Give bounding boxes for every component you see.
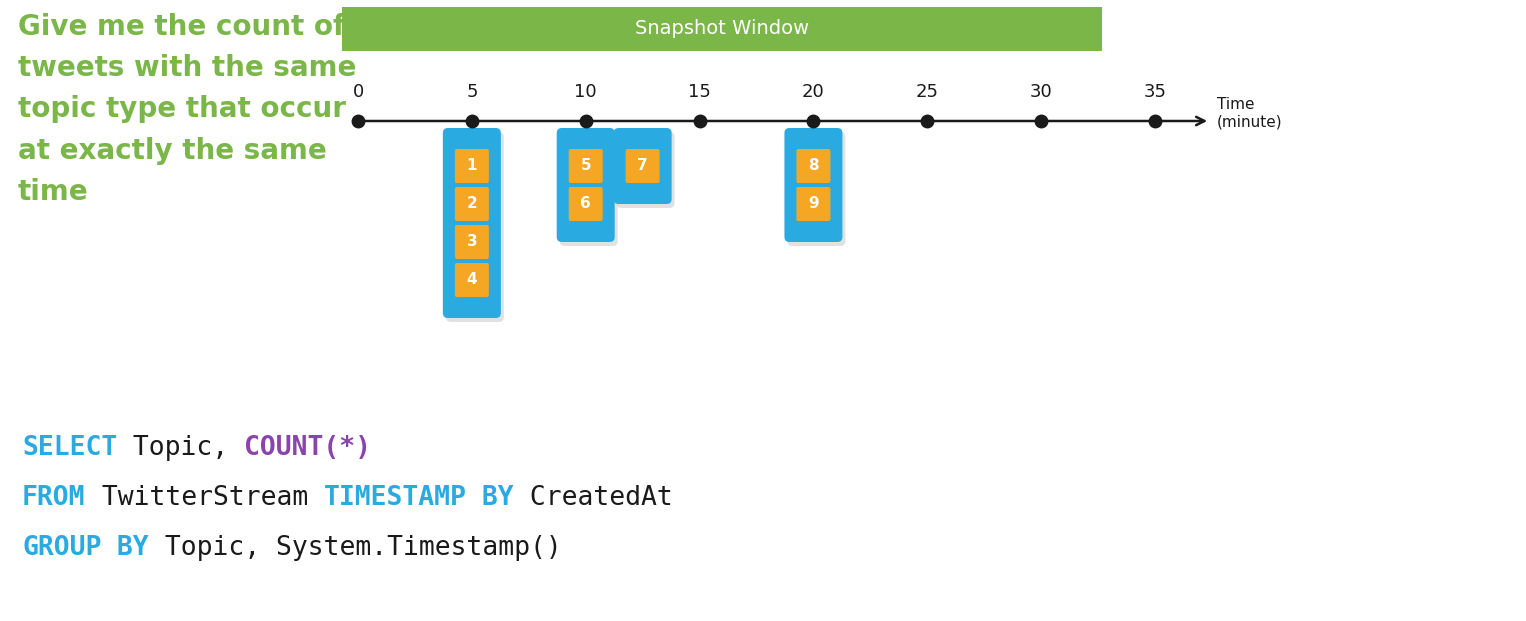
Text: 7: 7	[638, 158, 649, 173]
FancyBboxPatch shape	[613, 128, 671, 204]
Text: 0: 0	[353, 83, 363, 101]
FancyBboxPatch shape	[787, 132, 845, 246]
Text: TwitterStream: TwitterStream	[85, 485, 324, 511]
Text: 15: 15	[688, 83, 711, 101]
Text: GROUP: GROUP	[21, 535, 101, 561]
Text: Topic,: Topic,	[118, 435, 244, 461]
FancyBboxPatch shape	[797, 187, 830, 221]
Text: Topic, System.Timestamp(): Topic, System.Timestamp()	[150, 535, 562, 561]
FancyBboxPatch shape	[569, 187, 603, 221]
FancyBboxPatch shape	[446, 132, 504, 322]
Text: 5: 5	[580, 158, 591, 173]
FancyBboxPatch shape	[443, 128, 501, 318]
FancyBboxPatch shape	[342, 7, 1102, 51]
FancyBboxPatch shape	[560, 132, 618, 246]
FancyBboxPatch shape	[569, 149, 603, 183]
Text: 5: 5	[465, 83, 478, 101]
Text: 1: 1	[467, 158, 478, 173]
Text: Give me the count of
tweets with the same
topic type that occur
at exactly the s: Give me the count of tweets with the sam…	[18, 13, 357, 206]
Text: BY: BY	[101, 535, 150, 561]
Text: FROM: FROM	[21, 485, 85, 511]
Text: 25: 25	[916, 83, 938, 101]
FancyBboxPatch shape	[617, 132, 674, 208]
FancyBboxPatch shape	[455, 225, 488, 259]
FancyBboxPatch shape	[784, 128, 842, 242]
Text: CreatedAt: CreatedAt	[514, 485, 673, 511]
Text: BY: BY	[467, 485, 514, 511]
FancyBboxPatch shape	[797, 149, 830, 183]
Text: 20: 20	[803, 83, 826, 101]
Text: Snapshot Window: Snapshot Window	[635, 19, 809, 39]
FancyBboxPatch shape	[455, 187, 488, 221]
Text: 35: 35	[1143, 83, 1166, 101]
Text: 10: 10	[574, 83, 597, 101]
Text: SELECT: SELECT	[21, 435, 118, 461]
Text: Time
(minute): Time (minute)	[1218, 97, 1283, 129]
Text: 8: 8	[809, 158, 819, 173]
FancyBboxPatch shape	[455, 149, 488, 183]
Text: 6: 6	[580, 196, 591, 212]
Text: 2: 2	[467, 196, 478, 212]
Text: COUNT(*): COUNT(*)	[244, 435, 371, 461]
Text: 30: 30	[1030, 83, 1053, 101]
FancyBboxPatch shape	[557, 128, 615, 242]
Text: 4: 4	[467, 273, 478, 288]
Text: TIMESTAMP: TIMESTAMP	[324, 485, 467, 511]
FancyBboxPatch shape	[626, 149, 659, 183]
Text: 3: 3	[467, 235, 478, 250]
Text: 9: 9	[809, 196, 819, 212]
FancyBboxPatch shape	[455, 263, 488, 297]
